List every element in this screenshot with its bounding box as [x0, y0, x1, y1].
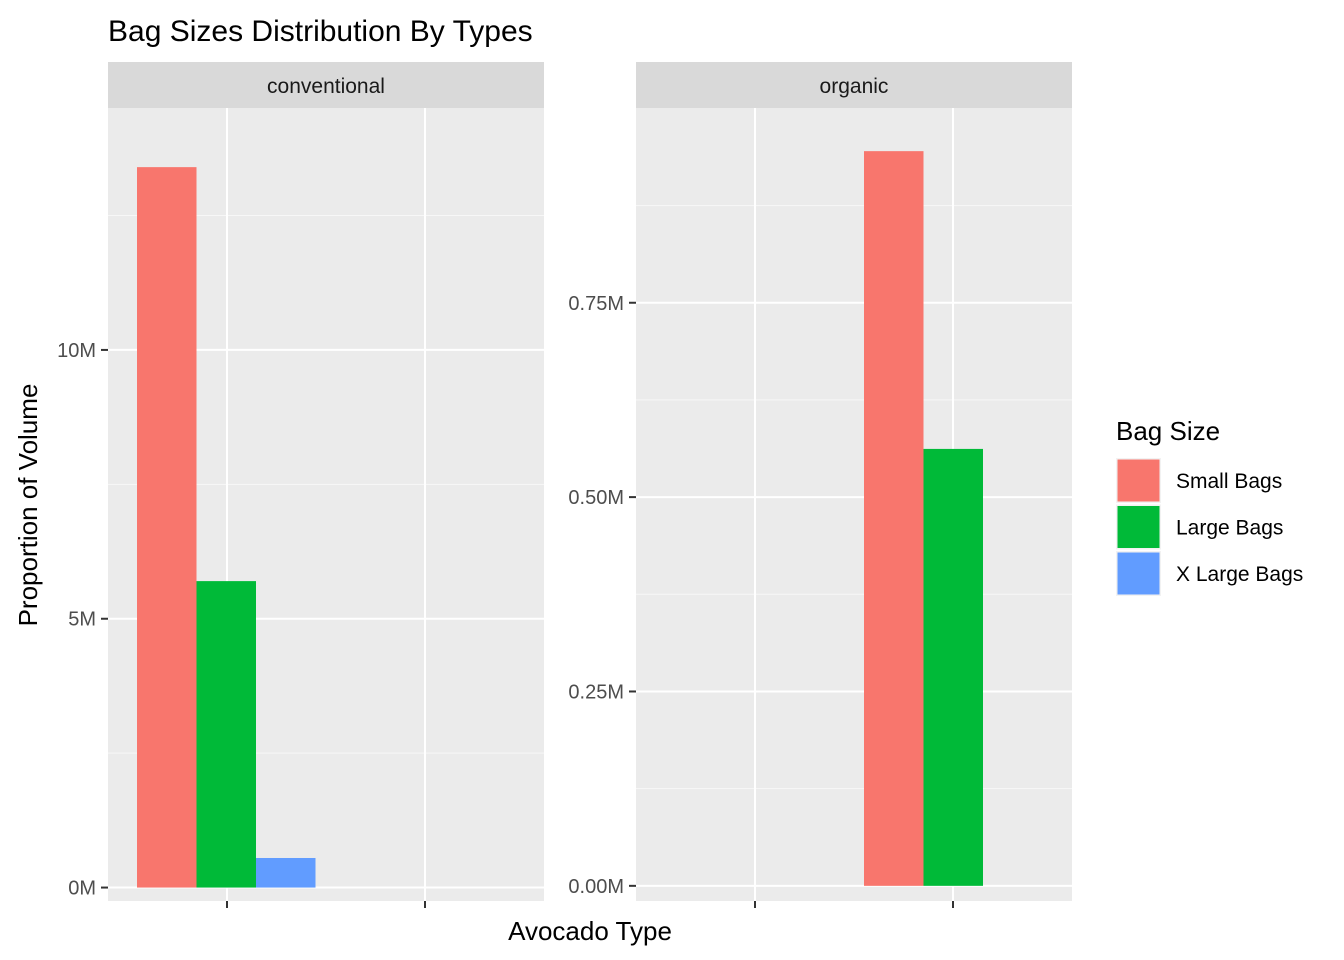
- y-tick-label: 10M: [57, 340, 96, 362]
- legend-title: Bag Size: [1116, 416, 1220, 446]
- facet-strip-label: organic: [820, 75, 889, 98]
- bar-large-bags: [196, 581, 256, 888]
- bar-large-bags: [923, 448, 983, 886]
- legend-key-large-bags: [1117, 506, 1160, 548]
- y-axis-title: Proportion of Volume: [13, 384, 43, 627]
- facet-strip-label: conventional: [267, 75, 385, 98]
- bar-x-large-bags: [256, 857, 316, 888]
- facet-strip: [108, 62, 544, 108]
- legend-label: Large Bags: [1176, 517, 1283, 540]
- legend-key-x-large-bags: [1117, 552, 1160, 595]
- y-tick-label: 0.50M: [568, 487, 624, 509]
- plot-layer: conventional 0M 5M 10M organic 0.00M 0.25M 0.50…: [57, 62, 1072, 908]
- panel-background: [636, 108, 1072, 901]
- chart-title: Bag Sizes Distribution By Types: [108, 15, 533, 48]
- bar-small-bags: [137, 167, 197, 888]
- facet-panel-conventional: conventional 0M 5M 10M: [57, 62, 544, 908]
- y-tick-label: 0M: [68, 878, 96, 900]
- legend-label: X Large Bags: [1176, 563, 1303, 586]
- y-tick-label: 5M: [68, 609, 96, 631]
- bar-small-bags: [864, 151, 924, 886]
- y-tick-label: 0.00M: [568, 876, 624, 898]
- facet-panel-organic: organic 0.00M 0.25M 0.50M 0.75M: [568, 62, 1072, 908]
- legend-key-small-bags: [1117, 459, 1160, 502]
- y-tick-label: 0.75M: [568, 293, 624, 315]
- y-tick-label: 0.25M: [568, 681, 624, 703]
- legend-label: Small Bags: [1176, 470, 1282, 493]
- facet-strip: [636, 62, 1072, 108]
- legend: Small Bags Large Bags X Large Bags: [1116, 458, 1303, 596]
- x-axis-title: Avocado Type: [508, 916, 672, 946]
